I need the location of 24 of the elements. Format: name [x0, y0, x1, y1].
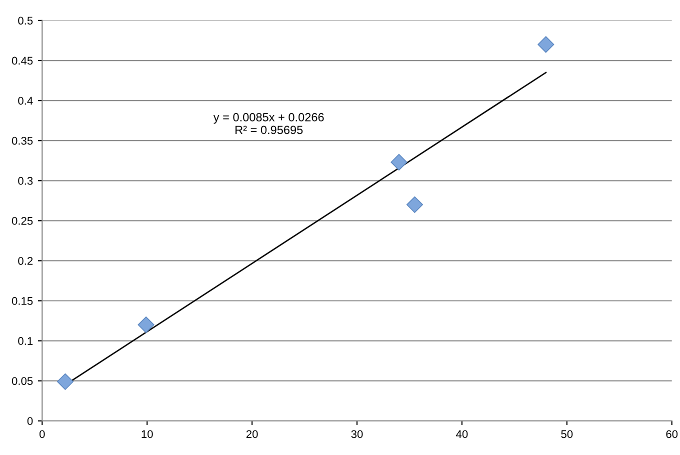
y-tick-label: 0.05 [12, 377, 33, 385]
x-tick-label: 30 [351, 430, 363, 438]
x-tick-label: 50 [561, 430, 573, 438]
y-tick-label: 0.25 [12, 216, 33, 225]
x-tick-label: 60 [666, 430, 678, 438]
point [390, 154, 408, 170]
y-tick-label: 0.45 [12, 56, 33, 65]
x-tick-label: 20 [246, 430, 258, 438]
y-tick-label: 0.15 [12, 297, 33, 305]
point [138, 316, 154, 334]
y-tick-label: 0.4 [18, 96, 33, 105]
y-tick-label: 0.35 [12, 136, 33, 145]
annotation: y = 0.0085x + 0.0266 R² = 0.95695 [213, 113, 324, 134]
point [538, 36, 554, 53]
y-tick-label: 0.1 [18, 337, 33, 345]
y-tick-label: 0 [27, 417, 33, 426]
point [406, 196, 423, 213]
x-tick-label: 0 [40, 430, 45, 438]
point [56, 373, 74, 390]
y-tick-label: 0.2 [18, 256, 33, 265]
y-tick-label: 0.3 [18, 176, 33, 185]
x-tick-label: 40 [456, 430, 468, 438]
x-tick-label: 10 [142, 430, 153, 438]
y-tick-label: 0.5 [18, 16, 33, 25]
